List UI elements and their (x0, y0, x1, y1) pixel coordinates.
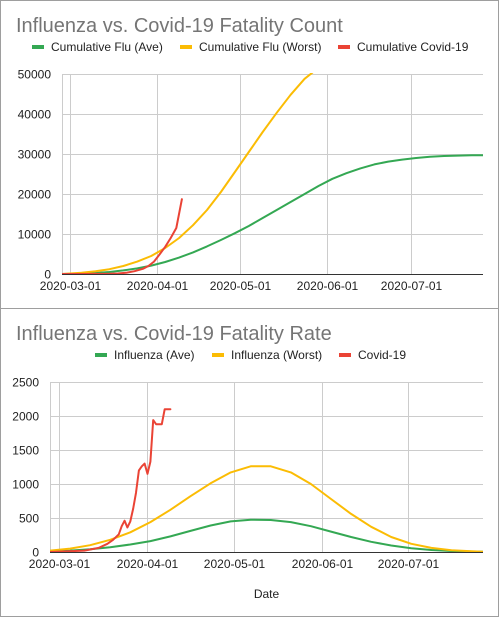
y-tick-label: 0 (44, 268, 51, 282)
legend-label: Influenza (Ave) (114, 348, 195, 362)
legend-label: Cumulative Flu (Worst) (199, 40, 321, 54)
x-tick-label: 2020-06-01 (297, 279, 359, 293)
y-tick-label: 10000 (18, 228, 52, 242)
y-tick-label: 2500 (12, 376, 39, 390)
series-line-1 (62, 154, 483, 275)
x-axis-label: Date (254, 587, 280, 601)
legend-label: Cumulative Covid-19 (357, 40, 469, 54)
series-line-2 (62, 73, 314, 275)
y-tick-label: 30000 (18, 148, 52, 162)
series-line-3 (62, 198, 183, 275)
x-tick-label: 2020-05-01 (210, 279, 272, 293)
y-tick-label: 50000 (18, 68, 52, 82)
legend-swatch (180, 45, 192, 49)
x-tick-label: 2020-06-01 (292, 557, 354, 571)
y-tick-label: 40000 (18, 108, 52, 122)
legend-item: Cumulative Flu (Ave) (32, 40, 163, 54)
gridlines (50, 382, 483, 552)
y-tick-label: 0 (32, 546, 39, 560)
series-line-2 (50, 465, 483, 553)
x-tick-label: 2020-07-01 (378, 557, 440, 571)
legend-swatch (95, 353, 107, 357)
y-tick-label: 20000 (18, 188, 52, 202)
legend-item: Influenza (Ave) (95, 348, 195, 362)
legend-item: Influenza (Worst) (212, 348, 322, 362)
legend-item: Cumulative Covid-19 (338, 40, 469, 54)
y-tick-label: 2000 (12, 410, 39, 424)
gridlines (62, 74, 483, 274)
y-tick-label: 1000 (12, 478, 39, 492)
x-tick-label: 2020-03-01 (29, 557, 91, 571)
legend-label: Influenza (Worst) (231, 348, 322, 362)
x-tick-label: 2020-05-01 (204, 557, 266, 571)
chart-2: Influenza vs. Covid-19 Fatality Rate Infl… (12, 323, 483, 601)
legend-swatch (338, 45, 350, 49)
legend-label: Covid-19 (358, 348, 406, 362)
chart-1: Influenza vs. Covid-19 Fatality Count Cum… (16, 15, 483, 293)
x-tick-label: 2020-04-01 (127, 279, 189, 293)
series-line-1 (50, 518, 483, 553)
series-line-3 (50, 408, 172, 553)
chart-title: Influenza vs. Covid-19 Fatality Rate (16, 323, 332, 345)
x-tick-label: 2020-04-01 (117, 557, 179, 571)
y-tick-label: 500 (19, 512, 39, 526)
x-tick-label: 2020-03-01 (40, 279, 102, 293)
legend-item: Covid-19 (339, 348, 406, 362)
y-tick-label: 1500 (12, 444, 39, 458)
x-tick-label: 2020-07-01 (381, 279, 443, 293)
legend-label: Cumulative Flu (Ave) (51, 40, 163, 54)
legend-swatch (212, 353, 224, 357)
series-group (62, 73, 483, 275)
legend-swatch (339, 353, 351, 357)
legend-swatch (32, 45, 44, 49)
series-group (50, 408, 483, 553)
chart-title: Influenza vs. Covid-19 Fatality Count (16, 15, 343, 37)
legend-item: Cumulative Flu (Worst) (180, 40, 321, 54)
